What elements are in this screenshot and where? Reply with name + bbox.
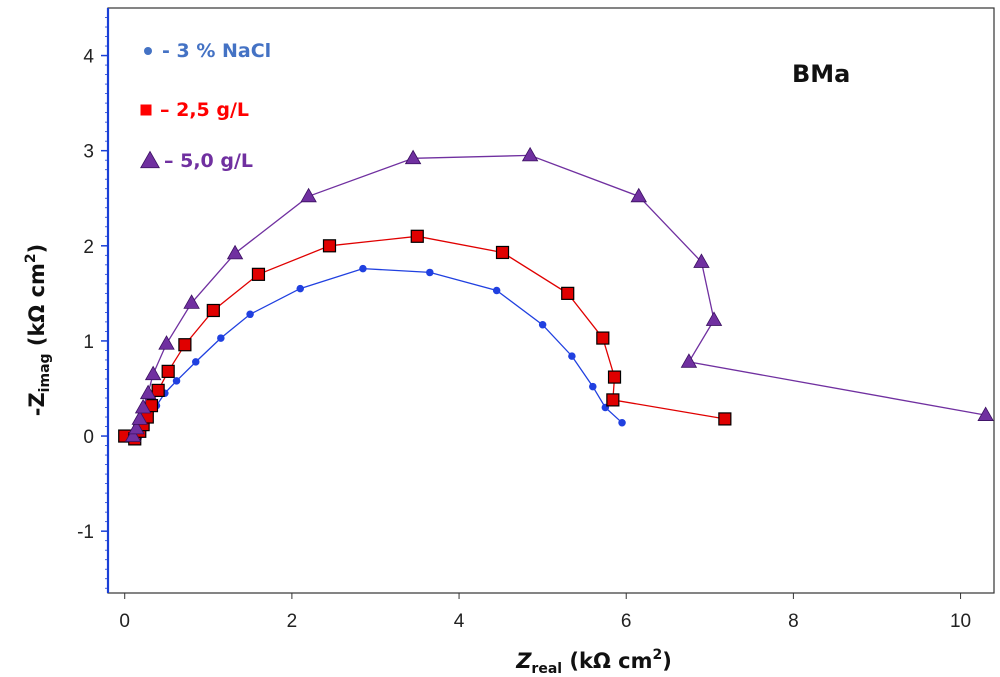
- series-line: [134, 267, 623, 443]
- data-point: [183, 294, 200, 309]
- data-point: [618, 418, 626, 427]
- data-point: [296, 284, 304, 293]
- legend-item: – 2,5 g/L: [140, 99, 249, 121]
- y-axis-title-prefix: -Z: [25, 392, 49, 416]
- data-point: [158, 335, 175, 350]
- x-tick-label: 8: [788, 611, 799, 632]
- data-point: [322, 239, 337, 253]
- y-tick-label: 2: [83, 237, 94, 258]
- data-point: [139, 384, 157, 400]
- y-tick-label: 1: [83, 332, 94, 353]
- data-point: [680, 353, 698, 368]
- series-2: [118, 229, 732, 446]
- series-3: [124, 146, 994, 442]
- x-tick-label: 0: [119, 611, 130, 632]
- data-point: [192, 358, 200, 366]
- data-point: [217, 334, 225, 342]
- data-point: [705, 311, 723, 326]
- legend-marker: [140, 104, 152, 116]
- legend-marker: [140, 150, 160, 169]
- y-minor-ticks: [105, 17, 108, 589]
- data-point: [161, 364, 175, 378]
- data-point: [607, 370, 622, 384]
- data-point: [568, 352, 576, 360]
- y-axis-title: -Zimag (kΩ cm2): [23, 244, 53, 417]
- annotation-label: BMa: [792, 60, 850, 88]
- series-group: [118, 146, 994, 446]
- data-point: [561, 286, 575, 300]
- x-tick-label: 4: [454, 611, 465, 632]
- x-axis-title-sup: 2: [652, 647, 662, 663]
- data-point: [206, 303, 220, 318]
- data-point: [492, 286, 501, 295]
- x-tick-label: 10: [950, 611, 971, 632]
- data-point: [426, 268, 434, 277]
- y-tick-label: -1: [77, 522, 94, 543]
- x-axis-title-sub: real: [531, 661, 562, 677]
- data-point: [977, 406, 994, 421]
- legend: - 3 % NaCl – 2,5 g/L – 5,0 g/L: [140, 40, 271, 172]
- x-axis-title-unit: (kΩ cm: [562, 649, 652, 673]
- x-axis-ticks: 0 2 4 6 8 10: [119, 593, 971, 632]
- x-axis-title-close: ): [662, 649, 672, 673]
- data-point: [178, 338, 192, 352]
- y-tick-label: 3: [83, 142, 94, 163]
- legend-label: – 5,0 g/L: [164, 150, 253, 172]
- series-line: [132, 154, 986, 437]
- x-tick-label: 2: [287, 611, 298, 632]
- data-point: [693, 253, 710, 268]
- data-point: [718, 412, 732, 426]
- y-axis-title-unit: (kΩ cm: [25, 263, 49, 353]
- legend-item: – 5,0 g/L: [140, 150, 253, 172]
- data-point: [226, 244, 244, 260]
- y-tick-label: 0: [83, 427, 94, 448]
- data-point: [172, 377, 181, 385]
- data-point: [596, 331, 610, 345]
- legend-label: – 2,5 g/L: [160, 99, 249, 121]
- x-tick-label: 6: [621, 611, 632, 632]
- y-axis-ticks: -1 0 1 2 3 4: [77, 47, 108, 543]
- series-line: [124, 235, 726, 440]
- y-axis-title-close: ): [25, 244, 49, 254]
- data-point: [359, 264, 367, 273]
- data-point: [134, 398, 152, 414]
- legend-item: - 3 % NaCl: [144, 40, 271, 62]
- legend-label: - 3 % NaCl: [162, 40, 271, 62]
- y-axis-title-sup: 2: [23, 253, 39, 263]
- y-tick-label: 4: [83, 47, 94, 68]
- data-point: [495, 245, 510, 260]
- data-point: [606, 393, 620, 407]
- series-1: [130, 264, 626, 446]
- data-point: [246, 310, 254, 319]
- data-point: [151, 383, 165, 397]
- data-point: [144, 365, 162, 381]
- data-point: [410, 229, 424, 243]
- plot-frame: [107, 7, 995, 594]
- x-axis-title: Zreal (kΩ cm2): [515, 647, 672, 677]
- data-point: [521, 146, 539, 162]
- y-axis-title-sub: imag: [37, 353, 53, 392]
- x-axis-title-main: Z: [515, 649, 532, 673]
- data-point: [128, 419, 145, 435]
- data-point: [589, 382, 597, 391]
- legend-marker: [144, 47, 152, 55]
- data-point: [538, 321, 547, 329]
- data-point: [404, 149, 422, 165]
- data-point: [630, 187, 647, 203]
- data-point: [300, 187, 317, 203]
- data-point: [131, 410, 148, 425]
- data-point: [124, 427, 142, 442]
- data-point: [251, 267, 266, 281]
